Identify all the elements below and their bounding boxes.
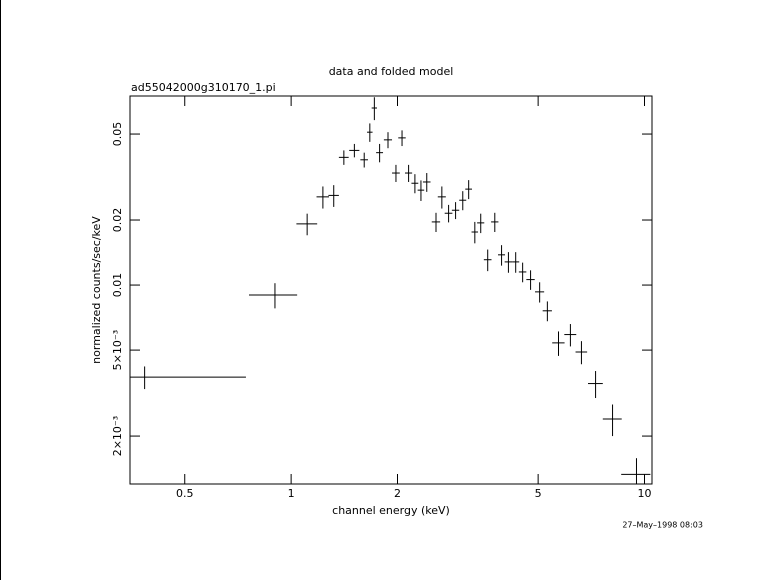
y-axis-label: normalized counts/sec/keV — [90, 216, 103, 364]
data-layer — [130, 97, 651, 484]
y-tick-label: 2×10⁻³ — [111, 416, 124, 456]
timestamp: 27–May–1998 08:03 — [622, 521, 703, 530]
x-tick-label: 1 — [288, 487, 295, 500]
y-tick-label: 0.01 — [111, 273, 124, 298]
x-tick-label: 10 — [638, 487, 652, 500]
x-axis-label: channel energy (keV) — [332, 504, 450, 517]
x-tick-label: 5 — [535, 487, 542, 500]
x-tick-label: 0.5 — [176, 487, 194, 500]
chart-subtitle: ad55042000g310170_1.pi — [131, 81, 276, 94]
y-tick-label: 0.02 — [111, 208, 124, 233]
y-tick-label: 0.05 — [111, 122, 124, 147]
plot-frame — [129, 95, 653, 485]
y-tick-label: 5×10⁻³ — [111, 330, 124, 370]
x-tick-label: 2 — [394, 487, 401, 500]
chart-title: data and folded model — [329, 65, 454, 78]
